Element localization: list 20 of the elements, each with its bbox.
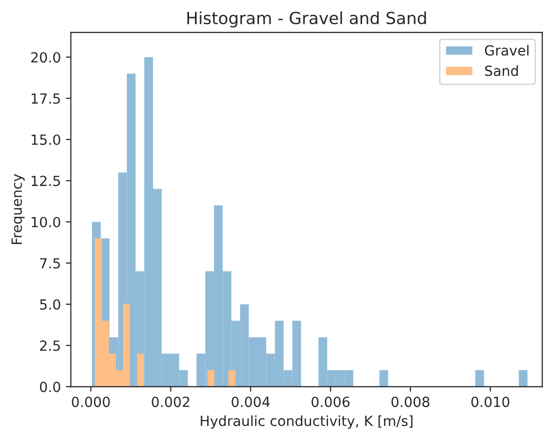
- y-tick-label: 20.0: [31, 52, 60, 63]
- x-tick-label: 0.004: [232, 396, 270, 408]
- chart-title: Histogram - Gravel and Sand: [187, 11, 426, 28]
- y-tick-label: 7.5: [40, 258, 60, 269]
- x-axis-title: Hydraulic conductivity, K [m/s]: [200, 415, 412, 429]
- x-tick-label: 0.002: [152, 396, 190, 408]
- y-tick-label: 17.5: [32, 93, 60, 104]
- y-tick-label: 0.0: [40, 382, 60, 392]
- legend-label: Gravel: [484, 44, 528, 56]
- x-tick-label: 0.006: [312, 396, 350, 408]
- y-axis-title: Frequency: [12, 174, 25, 244]
- y-tick-label: 2.5: [40, 340, 60, 351]
- x-tick-label: 0.010: [471, 396, 510, 408]
- x-tick-label: 0.000: [72, 396, 110, 408]
- x-tick-label: 0.008: [391, 396, 430, 408]
- y-tick-label: 12.5: [32, 176, 60, 186]
- y-tick-label: 5.0: [40, 299, 60, 310]
- y-tick-label: 15.0: [32, 134, 60, 145]
- legend-label: Sand: [485, 65, 518, 76]
- y-tick-label: 10.0: [32, 216, 60, 228]
